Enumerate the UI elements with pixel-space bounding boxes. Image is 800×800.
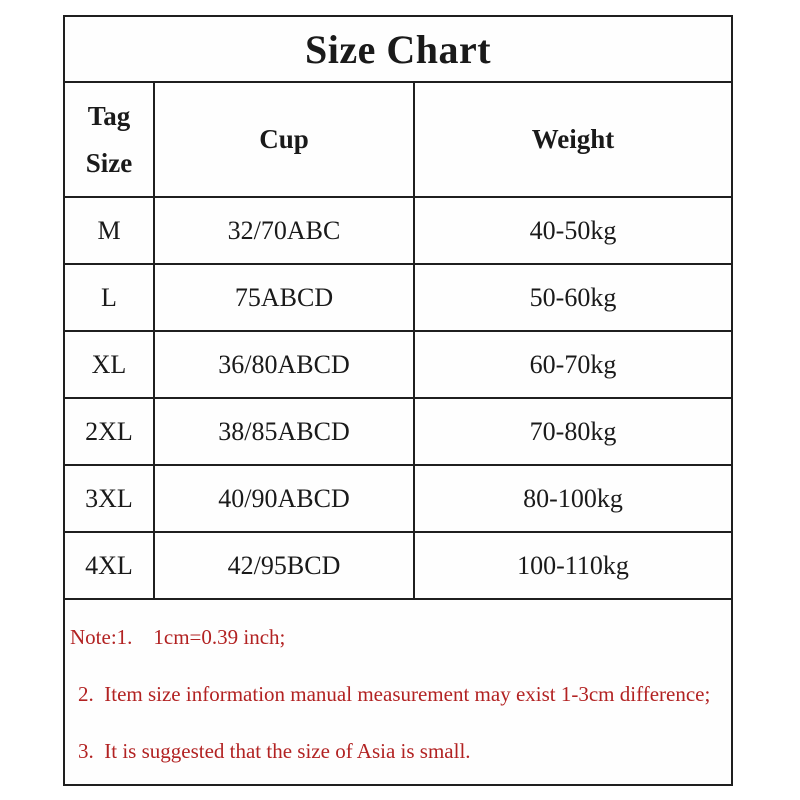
table-row-2xl: 2XL 38/85ABCD 70-80kg <box>65 399 731 466</box>
chart-title: Size Chart <box>65 17 731 83</box>
cell-weight: 100-110kg <box>517 550 629 580</box>
note-line-2: 2. Item size information manual measurem… <box>78 682 711 707</box>
cell-cup: 32/70ABC <box>155 198 415 263</box>
cell-size: 4XL <box>65 533 155 598</box>
table-header-row: Tag Size Cup Weight <box>65 83 731 198</box>
cell-size: 3XL <box>65 466 155 531</box>
size-chart-table: Size Chart Tag Size Cup Weight M 32/70AB… <box>63 15 733 786</box>
cell-size: 2XL <box>65 399 155 464</box>
header-weight: Weight <box>531 124 615 154</box>
notes-section: Note:1. 1cm=0.39 inch; 2. Item size info… <box>65 600 731 763</box>
note-line-1: Note:1. 1cm=0.39 inch; <box>70 625 286 649</box>
cell-cup: 40/90ABCD <box>155 466 415 531</box>
table-row-4xl: 4XL 42/95BCD 100-110kg <box>65 533 731 600</box>
cell-cup: 75ABCD <box>155 265 415 330</box>
table-row-3xl: 3XL 40/90ABCD 80-100kg <box>65 466 731 533</box>
cell-weight: 40-50kg <box>529 215 617 245</box>
cell-weight: 70-80kg <box>529 416 617 446</box>
cell-weight: 80-100kg <box>523 483 623 513</box>
cell-size: M <box>65 198 155 263</box>
cell-cup: 42/95BCD <box>155 533 415 598</box>
cell-cup: 36/80ABCD <box>155 332 415 397</box>
header-cup: Cup <box>155 83 415 196</box>
cell-size: L <box>65 265 155 330</box>
note-line-3: 3. It is suggested that the size of Asia… <box>78 739 471 764</box>
cell-weight: 50-60kg <box>529 282 617 312</box>
cell-weight: 60-70kg <box>529 349 617 379</box>
header-tag-size-line1: Tag <box>87 100 131 131</box>
cell-cup: 38/85ABCD <box>155 399 415 464</box>
table-row-xl: XL 36/80ABCD 60-70kg <box>65 332 731 399</box>
header-tag-size: Tag Size <box>65 83 155 196</box>
table-row-m: M 32/70ABC 40-50kg <box>65 198 731 265</box>
cell-size: XL <box>65 332 155 397</box>
header-tag-size-line2: Size <box>85 147 133 178</box>
table-row-l: L 75ABCD 50-60kg <box>65 265 731 332</box>
